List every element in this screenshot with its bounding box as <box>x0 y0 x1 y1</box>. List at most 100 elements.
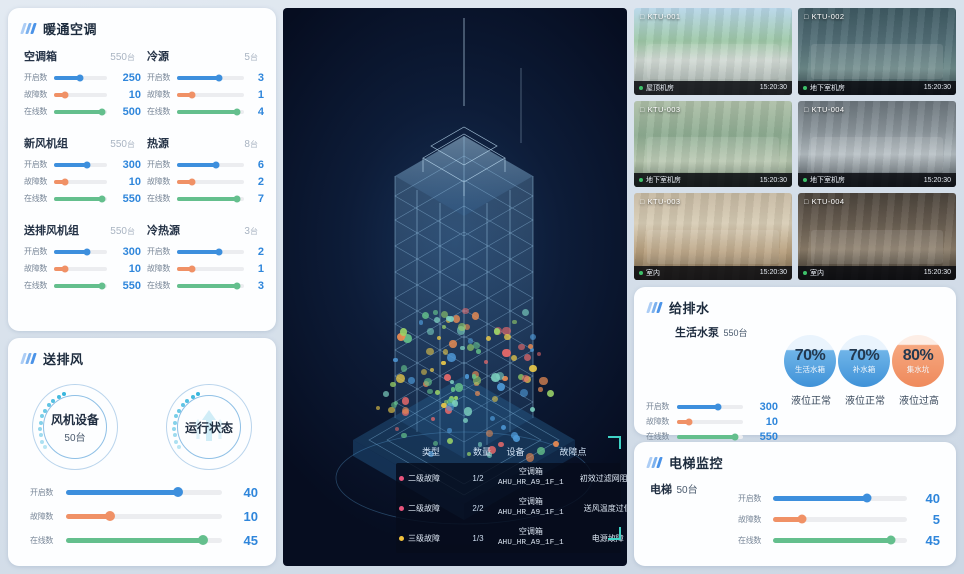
metric-knob <box>862 493 872 503</box>
metric-track[interactable] <box>66 535 222 545</box>
metric-track[interactable] <box>677 403 743 410</box>
camera-tile[interactable]: KTU-003 室内 15:20:30 <box>634 193 792 280</box>
sensor-dot <box>444 373 452 381</box>
metric-track[interactable] <box>176 161 244 168</box>
gauge-label: 风机设备 <box>50 412 99 427</box>
camera-tile[interactable]: KTU-001 屋顶机房 15:20:30 <box>634 8 792 95</box>
metric-track[interactable] <box>677 418 743 425</box>
corner-bracket-icon <box>608 436 621 449</box>
metric-knob <box>215 74 223 81</box>
metric-track[interactable] <box>176 282 244 289</box>
metric-track[interactable] <box>66 487 222 497</box>
metric-track[interactable] <box>176 91 244 98</box>
hvac-group-header: 新风机组 550台 <box>24 135 141 151</box>
metric-track[interactable] <box>773 535 907 545</box>
panel-hvac: 暖通空调 空调箱 550台 开启数 250 故障数 10 在线数 500 冷源 5台 开启数 3 故障数… <box>8 8 276 331</box>
panel-fan: 送排风 风机设备 50台 <box>8 338 276 566</box>
gauge-dot <box>38 433 43 438</box>
metric-track[interactable] <box>176 74 244 81</box>
camera-tile[interactable]: KTU-004 地下室机房 15:20:30 <box>798 100 956 188</box>
metric-label: 开启数 <box>24 73 48 82</box>
alarm-device: 空调箱 AHU_HR_A9_1F_1 <box>497 527 564 548</box>
sensor-dot <box>432 441 439 447</box>
metric-track[interactable] <box>176 265 244 272</box>
metric-track[interactable] <box>677 433 743 440</box>
sensor-dot <box>462 308 469 315</box>
sensor-dot <box>445 315 452 322</box>
alarm-col-header: 设备 <box>506 447 525 457</box>
sensor-dot <box>476 349 481 355</box>
metric-row: 在线数 550 <box>646 429 778 444</box>
metric-track[interactable] <box>54 282 107 289</box>
metric-track[interactable] <box>176 108 244 115</box>
metric-track[interactable] <box>54 248 107 255</box>
water-tank-name: 生活水箱 <box>795 365 825 374</box>
metric-track[interactable] <box>54 161 107 168</box>
alarm-type: 二级故障 <box>396 473 458 484</box>
metric-track[interactable] <box>176 248 244 255</box>
building-3d-view[interactable]: 类型 数量 设备 故障点 二级故障 1/2 空调箱 AHU_HR_A9_1F_1 初效过滤网阻… <box>282 8 627 566</box>
metric-fill <box>176 196 238 201</box>
water-tank[interactable]: 80% 集水坑 液位过高 <box>892 335 946 444</box>
gauge-dot <box>40 439 45 444</box>
metric-track[interactable] <box>54 108 107 115</box>
hvac-group-name: 新风机组 <box>24 138 68 150</box>
metric-track[interactable] <box>176 178 244 185</box>
metric-label: 故障数 <box>646 417 670 426</box>
sensor-dot <box>537 447 546 455</box>
metric-track[interactable] <box>54 74 107 81</box>
metric-fill <box>176 75 219 80</box>
metric-track[interactable] <box>773 493 907 503</box>
alarm-table-body[interactable]: 二级故障1/2空调箱AHU_HR_A9_1F_1初效过滤网阻塞二级故障2/2空调… <box>395 463 627 553</box>
water-tank[interactable]: 70% 补水箱 液位正常 <box>838 335 892 444</box>
sensor-dot <box>445 403 454 412</box>
metric-value: 10 <box>243 508 258 524</box>
sensor-dot <box>388 406 395 414</box>
gauge-dot <box>38 420 43 425</box>
metric-fill <box>677 434 736 439</box>
metric-label: 在线数 <box>30 535 54 545</box>
metric-track[interactable] <box>54 265 107 272</box>
sensor-dot <box>396 333 406 342</box>
metric-row: 故障数 10 <box>24 86 141 103</box>
alarm-row[interactable]: 三级故障 1/3 空调箱 AHU_HR_A9_1F_1 电源故障 <box>396 523 624 553</box>
camera-tile[interactable]: KTU-002 地下室机房 15:20:30 <box>798 8 956 95</box>
metric-track[interactable] <box>54 195 107 202</box>
camera-grid[interactable]: KTU-001屋顶机房15:20:30KTU-002地下室机房15:20:30K… <box>634 8 956 280</box>
panel-water-header: 给排水 <box>634 287 956 321</box>
metric-track[interactable] <box>54 91 107 98</box>
alarm-point: 初效过滤网阻塞 <box>579 473 627 483</box>
gauge-dot <box>190 395 195 400</box>
metric-row: 开启数 300 <box>24 243 141 260</box>
sensor-dot <box>500 425 506 430</box>
water-body: 生活水泵 550台 开启数 300 故障数 10 在线数 550 70% 生活水箱 液位正常 7… <box>634 321 956 444</box>
metric-value: 1 <box>257 88 264 101</box>
metric-knob <box>61 178 69 185</box>
sensor-dot <box>471 312 480 320</box>
metric-value: 45 <box>243 532 258 548</box>
gauge-inner-ring: 电梯 50台 <box>650 480 728 498</box>
gauge-dot <box>185 398 190 403</box>
sensor-dot <box>462 417 468 423</box>
metric-track[interactable] <box>66 511 222 521</box>
sensor-dot <box>486 430 493 437</box>
metric-track[interactable] <box>54 178 107 185</box>
gauge-dot <box>177 445 182 450</box>
water-tank[interactable]: 70% 生活水箱 液位正常 <box>784 335 838 444</box>
metric-row: 故障数 10 <box>24 260 141 277</box>
metric-label: 在线数 <box>24 107 48 116</box>
alarm-point: 电源故障 <box>591 533 624 543</box>
metric-row: 故障数 10 <box>30 504 258 528</box>
camera-tile[interactable]: KTU-003 地下室机房 15:20:30 <box>634 100 792 188</box>
metric-track[interactable] <box>176 195 244 202</box>
airflow-icon <box>178 396 240 458</box>
metric-knob <box>188 178 196 185</box>
sensor-dot <box>408 377 415 384</box>
camera-tile[interactable]: KTU-004 室内 15:20:30 <box>798 193 956 280</box>
alarm-row[interactable]: 二级故障 2/2 空调箱 AHU_HR_A9_1F_1 送风温度过低 <box>396 493 627 523</box>
metric-track[interactable] <box>773 514 907 524</box>
sensor-dot <box>427 328 434 335</box>
metric-fill <box>176 162 216 167</box>
alarm-table[interactable]: 类型 数量 设备 故障点 二级故障 1/2 空调箱 AHU_HR_A9_1F_1 初效过滤网阻… <box>395 436 627 562</box>
